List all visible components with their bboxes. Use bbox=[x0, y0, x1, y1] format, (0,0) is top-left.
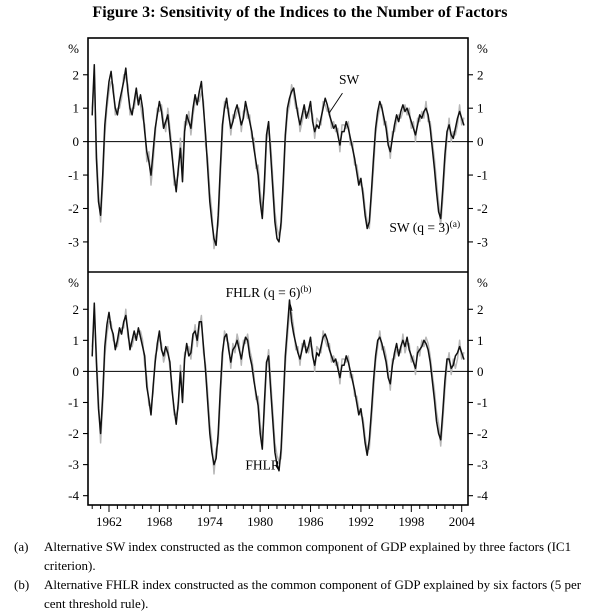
y-tick-label-left: 1 bbox=[73, 101, 80, 116]
x-tick-label: 1986 bbox=[298, 514, 325, 529]
y-tick-label-left: 0 bbox=[73, 134, 80, 149]
footnote-a: (a) Alternative SW index constructed as … bbox=[14, 538, 592, 576]
x-tick-label: 1962 bbox=[96, 514, 122, 529]
y-tick-label-right: 1 bbox=[477, 101, 484, 116]
x-tick-label: 1974 bbox=[197, 514, 224, 529]
x-tick-label: 2004 bbox=[449, 514, 476, 529]
y-tick-label-left: -2 bbox=[68, 426, 79, 441]
y-tick-label-right: -2 bbox=[477, 201, 488, 216]
y-tick-label-right: 0 bbox=[477, 364, 484, 379]
series-line-sw bbox=[91, 63, 465, 247]
annotation-fhlr: FHLR bbox=[245, 457, 280, 472]
x-tick-label: 1968 bbox=[146, 514, 172, 529]
annotation-leader bbox=[289, 304, 293, 311]
annotation-sw: SW bbox=[339, 72, 360, 87]
annotation-leader bbox=[328, 92, 343, 114]
y-tick-label-right: 2 bbox=[477, 67, 484, 82]
y-tick-label-right: 1 bbox=[477, 333, 484, 348]
panel-fhlr: 2 2 1 1 0 0 -1 -1 -2 -2 -3 -3 -4 -4% % FHLR (q = 6)(b) F… bbox=[68, 275, 488, 503]
y-tick-label-right: 2 bbox=[477, 302, 484, 317]
y-tick-label-left: -3 bbox=[68, 457, 79, 472]
footnote-a-text: Alternative SW index constructed as the … bbox=[44, 539, 572, 573]
unit-label-right: % bbox=[477, 275, 488, 290]
x-tick-label: 1980 bbox=[247, 514, 273, 529]
y-tick-label-left: -2 bbox=[68, 201, 79, 216]
sensitivity-chart: 2 2 1 1 0 0 -1 -1 -2 -2 -3 -3% % SW SW (q = 3)(a) 2 2 1 1 0… bbox=[68, 37, 488, 529]
y-tick-label-right: -3 bbox=[477, 457, 488, 472]
y-tick-label-left: -4 bbox=[68, 488, 79, 503]
y-tick-label-right: -3 bbox=[477, 234, 488, 249]
x-tick-label: 1998 bbox=[398, 514, 424, 529]
y-tick-label-left: 2 bbox=[73, 67, 80, 82]
y-tick-label-right: -1 bbox=[477, 168, 488, 183]
footnote-b-marker: (b) bbox=[14, 576, 30, 592]
annotation-sw-q-3: SW (q = 3)(a) bbox=[389, 219, 460, 235]
footnotes: (a) Alternative SW index constructed as … bbox=[14, 538, 592, 613]
figure-title: Figure 3: Sensitivity of the Indices to … bbox=[92, 4, 508, 21]
footnote-b-text: Alternative FHLR index constructed as th… bbox=[44, 576, 582, 611]
panel-sw: 2 2 1 1 0 0 -1 -1 -2 -2 -3 -3% % SW SW (q = 3)(a) bbox=[68, 41, 488, 249]
annotation-superscript: (a) bbox=[450, 219, 461, 230]
y-tick-label-right: -2 bbox=[477, 426, 488, 441]
x-tick-label: 1992 bbox=[348, 514, 374, 529]
y-tick-label-left: 0 bbox=[73, 364, 80, 379]
y-tick-label-left: -3 bbox=[68, 234, 79, 249]
footnote-a-marker: (a) bbox=[14, 539, 29, 554]
y-tick-label-right: 0 bbox=[477, 134, 484, 149]
unit-label-right: % bbox=[477, 41, 488, 56]
unit-label-left: % bbox=[68, 41, 79, 56]
y-tick-label-right: -4 bbox=[477, 488, 488, 503]
y-tick-label-left: -1 bbox=[68, 168, 79, 183]
unit-label-left: % bbox=[68, 275, 79, 290]
annotation-superscript: (b) bbox=[300, 284, 311, 295]
y-tick-label-right: -1 bbox=[477, 395, 488, 410]
series-line-fhlr bbox=[91, 299, 465, 472]
y-tick-label-left: 1 bbox=[73, 333, 80, 348]
y-tick-label-left: 2 bbox=[73, 302, 80, 317]
footnote-b: (b) Alternative FHLR index constructed a… bbox=[14, 576, 592, 613]
y-tick-label-left: -1 bbox=[68, 395, 79, 410]
annotation-fhlr-q-6: FHLR (q = 6)(b) bbox=[226, 284, 312, 300]
